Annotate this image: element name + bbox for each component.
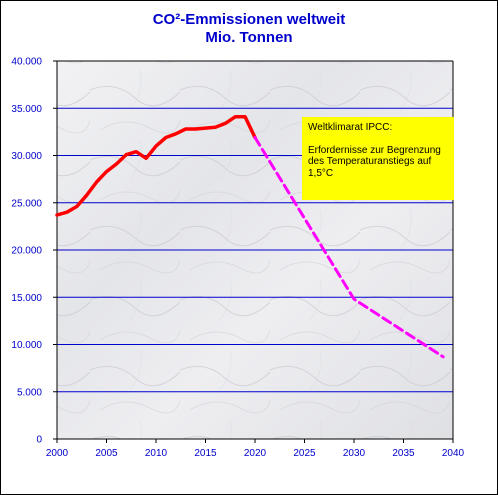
y-tick-label: 5.000: [17, 387, 42, 398]
x-tick-label: 2015: [194, 448, 217, 459]
series-line-target: [253, 136, 445, 359]
y-tick-label: 30.000: [11, 151, 42, 162]
chart-title: CO²-Emmissionen weltweit: [152, 11, 346, 28]
x-tick-label: 2040: [442, 448, 465, 459]
annotation-title: Weltklimarat IPCC:: [308, 122, 393, 133]
y-tick-label: 20.000: [11, 246, 42, 257]
annotation-text: Erfordernisse zur Begrenzung des Tempera…: [308, 144, 441, 179]
x-axis-ticks: 2000 2005 2010 2015 2020 2025 2030 2035 2040: [46, 439, 465, 459]
y-axis-ticks: 0 5.000 10.000 15.000 20.000 25.000 30.000 35.0…: [11, 57, 57, 446]
x-tick-label: 2010: [145, 448, 168, 459]
x-tick-label: 2000: [46, 448, 69, 459]
annotation-box: Weltklimarat IPCC: Erfordernisse zur Beg…: [302, 117, 454, 200]
x-tick-label: 2025: [293, 448, 316, 459]
x-tick-label: 2005: [95, 448, 118, 459]
y-tick-label: 25.000: [11, 198, 42, 209]
series-layer: [55, 115, 445, 359]
x-tick-label: 2020: [244, 448, 267, 459]
x-tick-label: 2030: [343, 448, 366, 459]
series-line-actual: [55, 115, 257, 217]
y-tick-label: 40.000: [11, 57, 42, 68]
y-tick-label: 0: [36, 435, 42, 446]
y-tick-label: 15.000: [11, 293, 42, 304]
chart-subtitle: Mio. Tonnen: [205, 29, 293, 46]
x-tick-label: 2035: [392, 448, 415, 459]
y-tick-label: 35.000: [11, 104, 42, 115]
y-tick-label: 10.000: [11, 340, 42, 351]
